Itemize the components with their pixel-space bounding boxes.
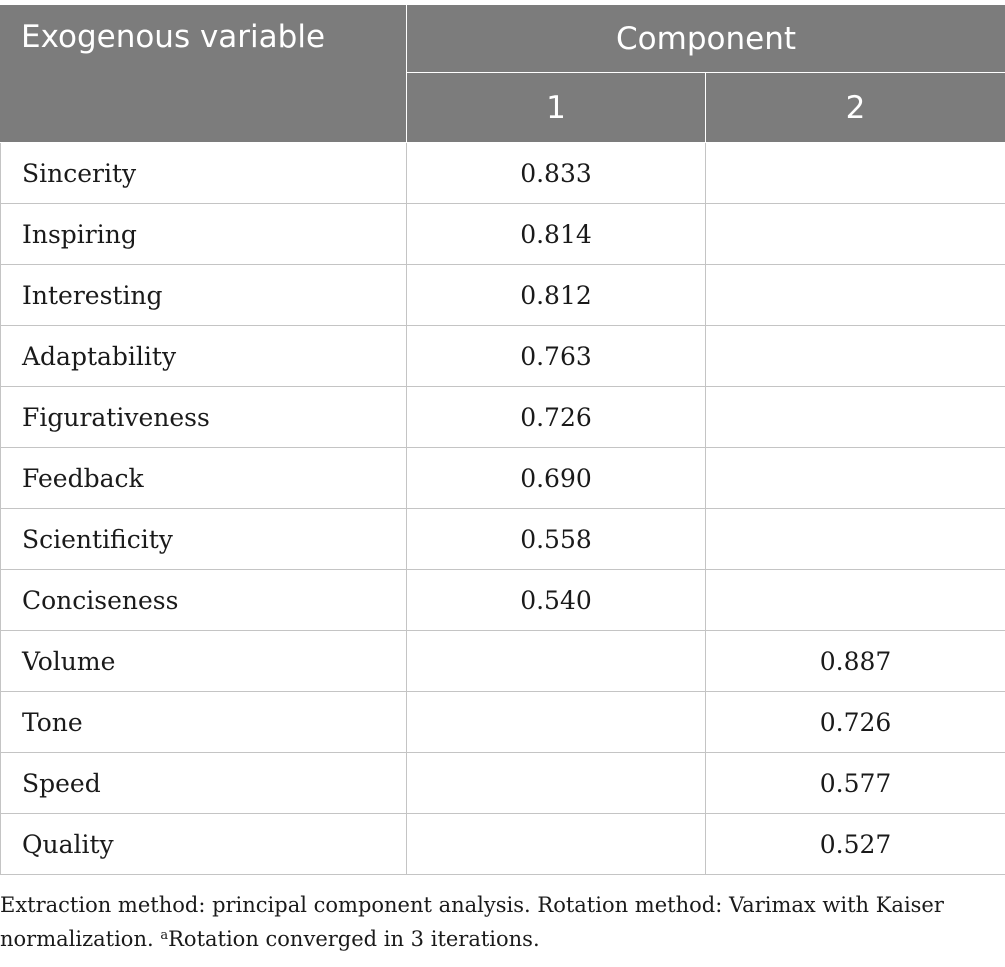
- component-2-loading-cell: [704, 386, 1005, 448]
- variable-cell: Quality: [0, 813, 407, 875]
- component-1-loading-cell: 0.690: [406, 447, 706, 509]
- header-exogenous-variable: Exogenous variable: [0, 4, 407, 143]
- variable-cell: Adaptability: [0, 325, 407, 387]
- component-1-loading-cell: 0.814: [406, 203, 706, 265]
- variable-cell: Scientificity: [0, 508, 407, 570]
- component-2-loading-cell: [704, 325, 1005, 387]
- component-1-loading-cell: 0.540: [406, 569, 706, 631]
- table-footnote: Extraction method: principal component a…: [0, 888, 1000, 956]
- component-2-loading-cell: [704, 142, 1005, 204]
- table-row: Tone 0.726: [0, 691, 1005, 753]
- component-2-loading-cell: 0.577: [704, 752, 1005, 814]
- component-2-loading-cell: [704, 447, 1005, 509]
- component-1-loading-cell: [406, 691, 706, 753]
- component-1-loading-cell: 0.833: [406, 142, 706, 204]
- header-component-1: 1: [406, 72, 706, 143]
- component-1-loading-cell: 0.726: [406, 386, 706, 448]
- table-row: Feedback 0.690: [0, 447, 1005, 509]
- variable-cell: Figurativeness: [0, 386, 407, 448]
- variable-cell: Inspiring: [0, 203, 407, 265]
- table-row: Volume 0.887: [0, 630, 1005, 692]
- component-2-loading-cell: [704, 569, 1005, 631]
- variable-cell: Conciseness: [0, 569, 407, 631]
- header-component-2: 2: [704, 72, 1005, 143]
- variable-cell: Volume: [0, 630, 407, 692]
- table-row: Sincerity 0.833: [0, 142, 1005, 204]
- component-1-loading-cell: [406, 752, 706, 814]
- variable-cell: Sincerity: [0, 142, 407, 204]
- table-row: Adaptability 0.763: [0, 325, 1005, 387]
- component-1-loading-cell: 0.558: [406, 508, 706, 570]
- table-row: Interesting 0.812: [0, 264, 1005, 326]
- variable-cell: Interesting: [0, 264, 407, 326]
- component-1-loading-cell: [406, 630, 706, 692]
- component-1-loading-cell: 0.763: [406, 325, 706, 387]
- component-2-loading-cell: 0.887: [704, 630, 1005, 692]
- footnote-marker: a: [160, 928, 169, 943]
- table-row: Inspiring 0.814: [0, 203, 1005, 265]
- footnote-main-text: Extraction method: principal component a…: [0, 893, 944, 951]
- header-component: Component: [405, 4, 1005, 73]
- table-row: Scientificity 0.558: [0, 508, 1005, 570]
- table-row: Speed 0.577: [0, 752, 1005, 814]
- variable-cell: Feedback: [0, 447, 407, 509]
- table-body: Sincerity 0.833 Inspiring 0.814 Interesting 0…: [0, 142, 1005, 875]
- component-1-loading-cell: 0.812: [406, 264, 706, 326]
- component-2-loading-cell: [704, 264, 1005, 326]
- variable-cell: Tone: [0, 691, 407, 753]
- component-matrix-table-container: Exogenous variable Component 1 2 Sinceri…: [0, 4, 1005, 875]
- component-2-loading-cell: 0.527: [704, 813, 1005, 875]
- component-2-loading-cell: [704, 508, 1005, 570]
- component-matrix-table: Exogenous variable Component 1 2 Sinceri…: [0, 4, 1005, 875]
- footnote-tail-text: Rotation converged in 3 iterations.: [168, 927, 540, 951]
- table-row: Quality 0.527: [0, 813, 1005, 875]
- table-header: Exogenous variable Component 1 2: [0, 4, 1005, 143]
- component-1-loading-cell: [406, 813, 706, 875]
- table-row: Conciseness 0.540: [0, 569, 1005, 631]
- table-row: Figurativeness 0.726: [0, 386, 1005, 448]
- component-2-loading-cell: 0.726: [704, 691, 1005, 753]
- variable-cell: Speed: [0, 752, 407, 814]
- component-2-loading-cell: [704, 203, 1005, 265]
